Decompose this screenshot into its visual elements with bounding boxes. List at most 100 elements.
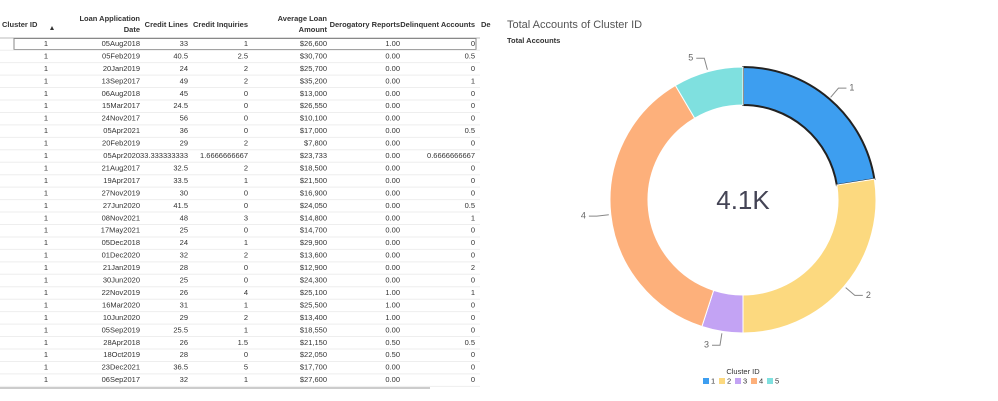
cell: 1 [244, 300, 248, 309]
cell: 3 [244, 213, 248, 222]
cell: 1 [44, 114, 48, 123]
cell: 15Mar2017 [102, 101, 140, 110]
cell: $26,550 [300, 101, 327, 110]
cell: 21Aug2017 [102, 163, 140, 172]
legend-swatch[interactable] [735, 378, 741, 384]
legend-label[interactable]: 2 [727, 376, 731, 385]
cell: 0.5 [465, 126, 475, 135]
cell: 17May2021 [101, 226, 140, 235]
sort-indicator[interactable] [50, 26, 54, 30]
cell: 1 [44, 263, 48, 272]
chart-title: Total Accounts of Cluster ID [507, 19, 642, 31]
cell: 18Oct2019 [103, 350, 140, 359]
cell: 26 [180, 288, 188, 297]
cell: $21,500 [300, 176, 327, 185]
cell: 24 [180, 64, 188, 73]
cell: 0 [471, 101, 475, 110]
cell: 1 [44, 363, 48, 372]
leader-line [830, 87, 847, 98]
cell: 29 [180, 313, 188, 322]
cell: 0 [244, 101, 248, 110]
cell: $17,000 [300, 126, 327, 135]
legend-label[interactable]: 3 [743, 376, 747, 385]
cell: $23,733 [300, 151, 327, 160]
cell: 0 [244, 89, 248, 98]
cell: 19Apr2017 [103, 176, 140, 185]
cell: 06Sep2017 [102, 375, 140, 384]
column-header[interactable]: Derogatory Reports [330, 20, 400, 29]
cell: 1.00 [385, 300, 400, 309]
cell: 36 [180, 126, 188, 135]
cell: 0.00 [385, 51, 400, 60]
donut-segment[interactable] [609, 84, 715, 328]
cell: 1 [471, 76, 475, 85]
cell: 0 [471, 313, 475, 322]
legend-swatch[interactable] [767, 378, 773, 384]
cell: 1 [44, 313, 48, 322]
column-header[interactable]: Loan Application [79, 14, 140, 23]
cell: 33.5 [173, 176, 188, 185]
donut-segment[interactable] [674, 66, 744, 119]
cell: 0.5 [465, 338, 475, 347]
cell: 4 [244, 288, 248, 297]
cell: 0.00 [385, 226, 400, 235]
column-header[interactable]: Credit Inquiries [193, 20, 248, 29]
cell: 0 [471, 238, 475, 247]
column-header[interactable]: Date [124, 25, 140, 34]
cell: 1 [44, 39, 48, 48]
cell: 2 [244, 76, 248, 85]
cell: 0.00 [385, 238, 400, 247]
cell: $18,550 [300, 325, 327, 334]
legend-label[interactable]: 4 [759, 376, 763, 385]
cell: 1 [244, 39, 248, 48]
cell: $21,150 [300, 338, 327, 347]
cell: 1 [44, 151, 48, 160]
cell: 0 [471, 39, 475, 48]
cell: 05Dec2018 [102, 238, 140, 247]
cell: $25,500 [300, 300, 327, 309]
column-header[interactable]: Amount [299, 25, 328, 34]
cell: 48 [180, 213, 188, 222]
cell: $17,700 [300, 363, 327, 372]
cell: 0.00 [385, 176, 400, 185]
cell: 40.5 [173, 51, 188, 60]
cell: 1 [244, 176, 248, 185]
legend-label[interactable]: 5 [775, 376, 779, 385]
legend-label[interactable]: 1 [711, 376, 715, 385]
cell: 30 [180, 188, 188, 197]
cell: 0 [471, 363, 475, 372]
column-header[interactable]: Cluster ID [2, 20, 38, 29]
cell: 0 [244, 263, 248, 272]
cell: 1 [44, 126, 48, 135]
cell: 25 [180, 276, 188, 285]
cell: $12,900 [300, 263, 327, 272]
cell: 0.00 [385, 76, 400, 85]
cell: 1 [44, 89, 48, 98]
cell: 0.00 [385, 263, 400, 272]
cell: 27Nov2019 [102, 188, 140, 197]
column-header[interactable]: Average Loan [278, 14, 328, 23]
cell: 05Apr2021 [103, 126, 140, 135]
column-header[interactable]: Credit Lines [145, 20, 188, 29]
cell: 0 [244, 276, 248, 285]
cell: 28Apr2018 [103, 338, 140, 347]
legend-swatch[interactable] [703, 378, 709, 384]
legend-swatch[interactable] [719, 378, 725, 384]
cell: $22,050 [300, 350, 327, 359]
cell: 1 [244, 238, 248, 247]
cell: 1 [44, 375, 48, 384]
selected-row[interactable] [13, 38, 477, 50]
leader-line [712, 333, 723, 346]
segment-label: 5 [688, 53, 693, 63]
column-header[interactable]: De [481, 20, 491, 29]
cell: 0 [244, 114, 248, 123]
cell: 26 [180, 338, 188, 347]
cell: 1 [471, 213, 475, 222]
cell: 1 [44, 201, 48, 210]
legend-swatch[interactable] [751, 378, 757, 384]
cell: 0 [244, 226, 248, 235]
column-header[interactable]: Delinquent Accounts [400, 20, 475, 29]
cell: 25.5 [173, 325, 188, 334]
